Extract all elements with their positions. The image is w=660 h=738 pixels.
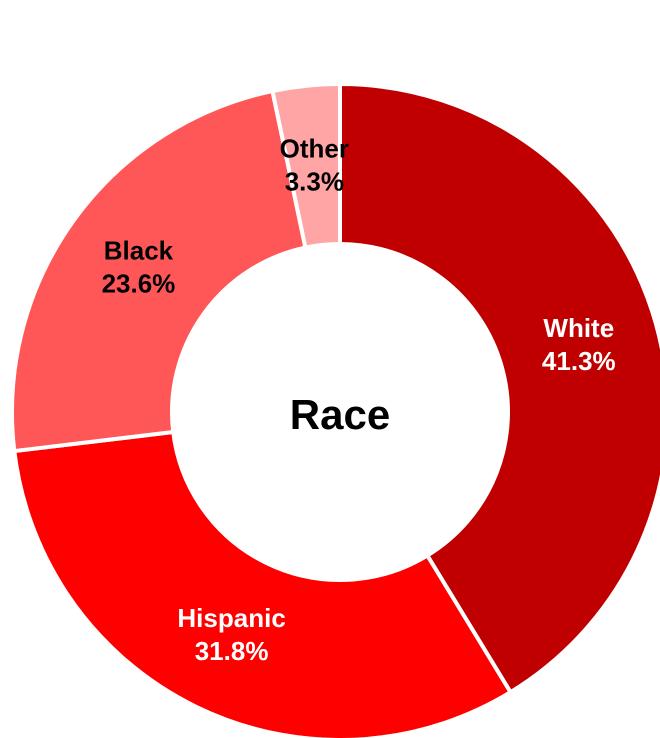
category-label: White	[543, 313, 614, 343]
slice-white	[338, 81, 660, 695]
chart-center-title: Race	[290, 391, 390, 438]
label-other: Other 3.3%	[280, 133, 349, 196]
value-label: 41.3%	[542, 346, 616, 376]
slice-hispanic	[12, 429, 514, 738]
category-label: Hispanic	[177, 603, 285, 633]
chart-labels: White 41.3% Hispanic 31.8% Black 23.6% Other 3.…	[102, 133, 616, 666]
category-label: Black	[104, 235, 174, 265]
slice-black	[10, 88, 308, 454]
label-black: Black 23.6%	[102, 235, 176, 298]
label-hispanic: Hispanic 31.8%	[177, 603, 285, 666]
chart-slices	[10, 81, 660, 738]
value-label: 31.8%	[195, 636, 269, 666]
value-label: 23.6%	[102, 268, 176, 298]
value-label: 3.3%	[285, 166, 344, 196]
category-label: Other	[280, 133, 349, 163]
slice-other	[270, 81, 342, 250]
label-white: White 41.3%	[542, 313, 616, 376]
